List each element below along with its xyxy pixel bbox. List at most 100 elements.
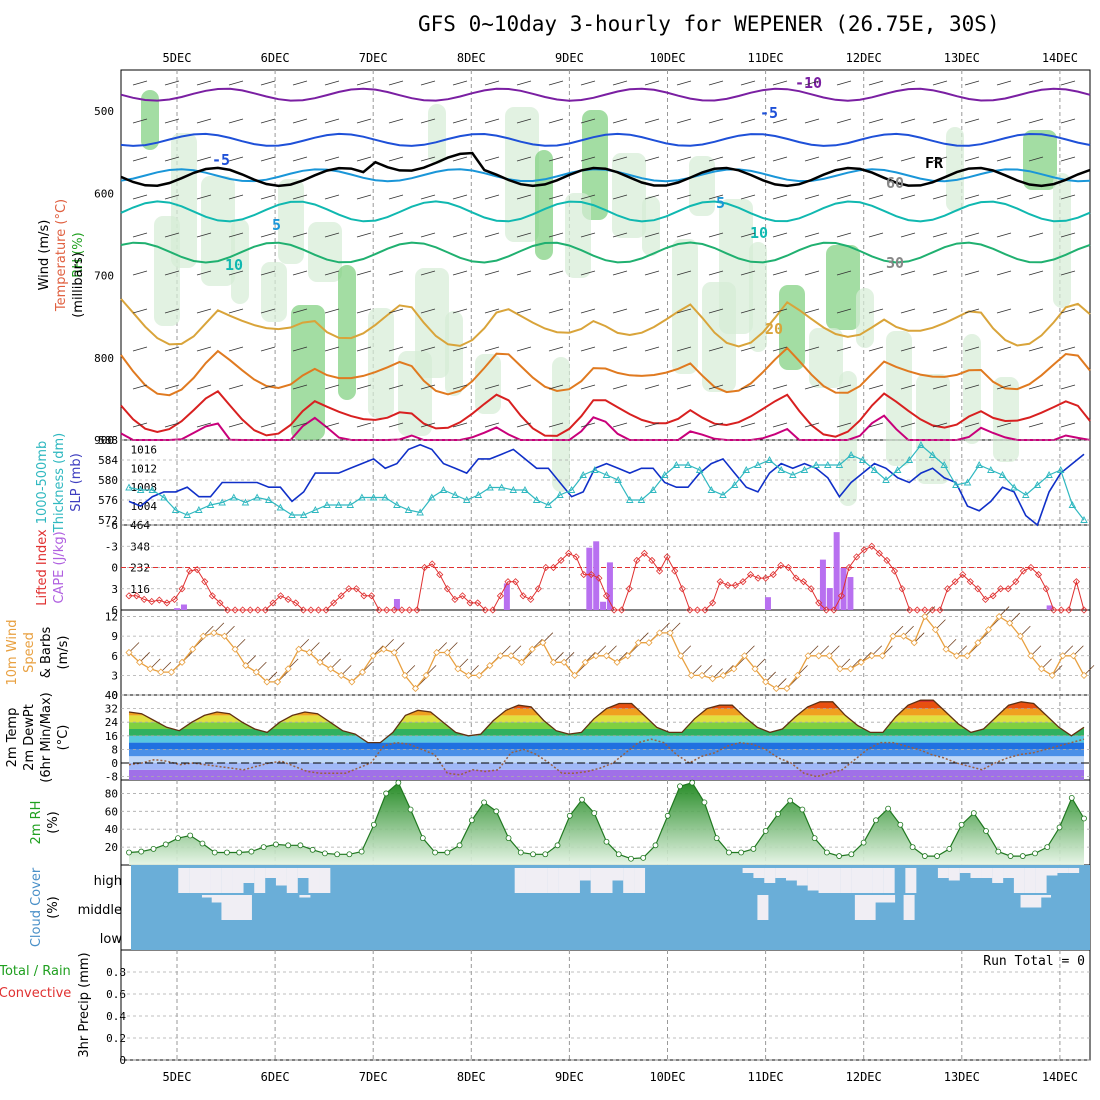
- panel-side-label: & Barbs: [39, 627, 54, 679]
- thickness-marker: [905, 456, 914, 463]
- wind-speed-marker: [284, 665, 292, 673]
- wind-barb: [484, 308, 500, 314]
- wind-barb: [324, 156, 340, 162]
- wind-barb: [836, 80, 852, 86]
- wind-barb: [452, 194, 468, 200]
- rh-marker: [211, 849, 218, 856]
- thickness-marker: [451, 491, 459, 498]
- thickness-marker: [544, 501, 553, 508]
- rh-marker: [138, 848, 145, 855]
- panel-side-label: (%): [46, 896, 61, 919]
- temperature-band: [129, 729, 1084, 736]
- wind-barb: [996, 232, 1012, 238]
- lifted-index-marker: [292, 599, 300, 607]
- wind-speed-marker: [602, 652, 611, 660]
- cloud-bar-high: [775, 868, 787, 878]
- wind-barb: [868, 156, 884, 162]
- wind-barb: [836, 118, 852, 124]
- cloud-bar-high: [1003, 868, 1015, 878]
- wind-barb: [132, 156, 148, 162]
- rh-marker: [1007, 853, 1014, 859]
- lifted-index-marker: [959, 571, 967, 579]
- temperature-contour: [120, 390, 1091, 438]
- date-label-top: 6DEC: [261, 51, 290, 65]
- wind-barb: [548, 308, 564, 314]
- thickness-marker: [893, 466, 902, 473]
- thickness-marker: [928, 451, 937, 458]
- wind-barb: [676, 270, 692, 276]
- lifted-index-marker: [155, 596, 163, 604]
- wind-speed-marker: [868, 652, 876, 660]
- wind-barb: [644, 384, 660, 390]
- thickness-marker: [474, 491, 483, 498]
- wind-barb: [420, 270, 436, 276]
- cloud-bar-high: [905, 868, 917, 893]
- wind-barb: [292, 422, 308, 428]
- wind-speed-tick: 9: [111, 630, 118, 643]
- precip-total-rain-label: Total / Rain: [0, 964, 71, 979]
- lifted-index-marker: [784, 563, 792, 572]
- wind-barb: [676, 194, 692, 200]
- panel-side-label: SLP (mb): [69, 453, 84, 512]
- cloud-bar-high: [568, 868, 580, 893]
- rh-marker: [321, 850, 328, 857]
- date-label-top: 7DEC: [359, 51, 388, 65]
- lifted-index-marker: [405, 606, 414, 614]
- wind-barb: [644, 270, 660, 276]
- wind-barb: [772, 346, 788, 352]
- panel-side-label: 1000-500mb: [35, 441, 50, 525]
- wind-barb: [484, 118, 500, 124]
- wind-speed-marker: [518, 658, 526, 666]
- wind-barb: [996, 308, 1012, 314]
- rh-shading: [261, 262, 287, 322]
- wind-barb: [964, 270, 980, 276]
- rh-marker: [456, 842, 463, 849]
- wind-barb: [580, 384, 596, 390]
- cloud-bar-high: [992, 868, 1004, 883]
- cape-bar: [174, 608, 181, 610]
- wind-speed-marker: [1080, 671, 1088, 679]
- wind-speed-marker: [581, 658, 589, 666]
- wind-speed-tick: 3: [111, 669, 118, 682]
- wind-speed-marker: [231, 645, 239, 653]
- lifted-index-marker: [542, 563, 550, 572]
- wind-barb: [356, 308, 372, 314]
- wind-barb: [900, 118, 916, 124]
- cloud-bar-high: [829, 868, 841, 893]
- lifted-index-marker: [883, 556, 891, 564]
- wind-speed-marker: [337, 671, 345, 679]
- wind-barb: [420, 232, 436, 238]
- wind-barb: [548, 156, 564, 162]
- dewpoint-line: [128, 738, 1085, 778]
- wind-speed-marker: [496, 652, 504, 660]
- panel-side-label: Cloud Cover: [29, 867, 44, 947]
- cloud-bar-high: [1068, 868, 1080, 873]
- wind-speed-marker: [624, 652, 632, 660]
- wind-barb: [292, 384, 308, 390]
- wind-barb: [1028, 346, 1044, 352]
- thickness-marker: [183, 511, 191, 518]
- wind-barb: [644, 346, 660, 352]
- thickness-marker: [218, 498, 226, 506]
- panel-side-label: 2m Temp: [5, 708, 20, 768]
- wind-barb: [452, 346, 468, 352]
- rh-marker: [444, 849, 451, 856]
- wind-barb: [644, 156, 660, 162]
- wind-barb: [292, 80, 308, 86]
- cloud-bar-high: [883, 868, 895, 893]
- contour-label: -10: [795, 74, 822, 92]
- temperature-band: [129, 769, 1084, 780]
- wind-speed-marker: [401, 671, 409, 679]
- lifted-index-marker: [898, 585, 906, 593]
- wind-barb: [612, 156, 628, 162]
- precip-convective-label: Convective: [0, 986, 71, 1001]
- cloud-bar-high: [1013, 868, 1025, 893]
- wind-barb: [868, 194, 884, 200]
- wind-barb: [740, 232, 756, 238]
- upper-ylabel: (millibars): [71, 252, 86, 318]
- cloud-bar-high: [937, 868, 949, 878]
- date-label-top: 5DEC: [163, 51, 192, 65]
- wind-barb: [580, 80, 596, 86]
- rh-shading: [612, 153, 646, 238]
- rh-marker: [885, 805, 892, 812]
